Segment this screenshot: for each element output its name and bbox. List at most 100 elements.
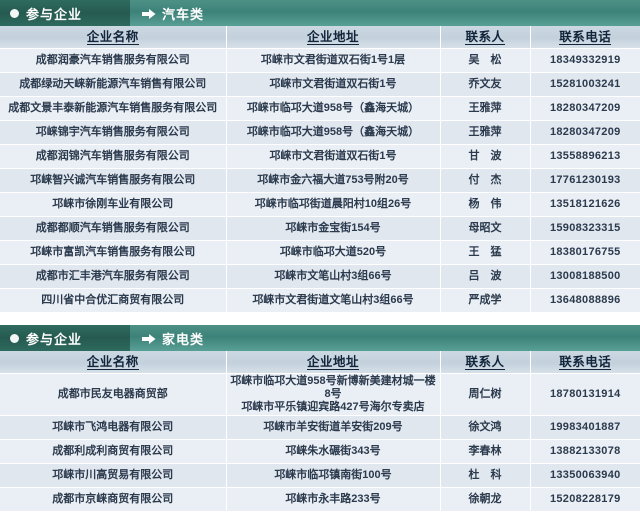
table-body-appliance: 成都市民友电器商贸部 邛崃市临邛大道958号新博新美建材城一楼8号 邛崃市平乐镇迎宾…: [0, 373, 640, 512]
cell-contact-phone: 15281003241: [530, 72, 640, 97]
cell-contact-phone: 13648088896: [530, 288, 640, 313]
table-row: 成都都顺汽车销售服务有限公司 邛崃市金宝街154号 母昭文 15908323315: [0, 216, 640, 241]
cell-company-address: 邛崃市金六福大道753号附20号: [226, 168, 441, 193]
cell-company-name: 邛崃市川高贸易有限公司: [0, 463, 227, 488]
table-row: 邛崃市飞鸿电器有限公司 邛崃市羊安街道羊安街209号 徐文鸿 19983401887: [0, 415, 640, 440]
header-text: 联系人: [465, 29, 505, 45]
cell-contact-person: 甘 波: [440, 144, 531, 169]
cell-company-name: 邛崃市富凯汽车销售服务有限公司: [0, 240, 227, 265]
table-row: 邛崃市徐刚车业有限公司 邛崃市临邛街道晨阳村10组26号杨 伟 1351812162…: [0, 192, 640, 217]
banner-left-label: 参与企业: [26, 331, 83, 347]
banner-left-label: 参与企业: [26, 6, 83, 22]
arrow-right-icon: [142, 7, 156, 19]
table-row: 成都文景丰泰新能源汽车销售服务有限公司 邛崃市临邛大道958号（鑫海天城） 王雅萍 1…: [0, 96, 640, 121]
cell-company-address: 邛崃市临邛大道958号（鑫海天城）: [226, 120, 441, 145]
cell-contact-person: 徐朝龙: [440, 487, 531, 512]
cell-company-address: 邛崃市临邛镇南街100号: [226, 463, 441, 488]
cell-company-address: 邛崃市临邛大道958号新博新美建材城一楼8号 邛崃市平乐镇迎宾路427号海尔专卖店: [226, 373, 441, 416]
cell-contact-person: 王 猛: [440, 240, 531, 265]
cell-contact-phone: 18349332919: [530, 48, 640, 73]
cell-contact-person: 杨 伟: [440, 192, 531, 217]
arrow-right-icon: [142, 332, 156, 344]
cell-company-name: 成都文景丰泰新能源汽车销售服务有限公司: [0, 96, 227, 121]
column-header-company-name: 企业名称: [0, 351, 227, 374]
cell-contact-phone: 18380176755: [530, 240, 640, 265]
cell-company-address: 邛崃市临邛大道520号: [226, 240, 441, 265]
table-row: 成都绿动天崃新能源汽车销售有限公司 邛崃市文君街道双石街1号 乔文友 15281003…: [0, 72, 640, 97]
cell-contact-phone: 15208228179: [530, 487, 640, 512]
column-header-company-address: 企业地址: [226, 351, 441, 374]
header-text: 联系电话: [559, 29, 612, 45]
cell-company-address: 邛崃市临邛街道晨阳村10组26号: [226, 192, 441, 217]
column-header-contact-person: 联系人: [440, 26, 531, 49]
cell-company-name: 成都市京崃商贸有限公司: [0, 487, 227, 512]
cell-company-address: 邛崃市文君街道双石街1号1层: [226, 48, 441, 73]
cell-company-name: 成都都顺汽车销售服务有限公司: [0, 216, 227, 241]
table-row: 邛崃市富凯汽车销售服务有限公司 邛崃市临邛大道520号王 猛 18380176755: [0, 240, 640, 265]
column-header-contact-phone: 联系电话: [530, 26, 640, 49]
cell-contact-phone: 18280347209: [530, 120, 640, 145]
cell-contact-phone: 13350063940: [530, 463, 640, 488]
header-text: 联系电话: [559, 354, 612, 370]
cell-company-name: 四川省中合优汇商贸有限公司: [0, 288, 227, 313]
cell-contact-person: 付 杰: [440, 168, 531, 193]
header-text: 企业地址: [306, 354, 359, 370]
banner-right-group: 汽车类: [130, 0, 640, 26]
table-row: 成都润锦汽车销售服务有限公司 邛崃市文君街道双石街1号甘 波 13558896213: [0, 144, 640, 169]
header-text: 企业地址: [306, 29, 359, 45]
cell-contact-phone: 13558896213: [530, 144, 640, 169]
cell-company-name: 邛崃锦宇汽车销售服务有限公司: [0, 120, 227, 145]
cell-contact-person: 吕 波: [440, 264, 531, 289]
header-text: 联系人: [465, 354, 505, 370]
cell-company-name: 成都润豪汽车销售服务有限公司: [0, 48, 227, 73]
bullet-dot-icon: [10, 333, 19, 343]
cell-contact-phone: 17761230193: [530, 168, 640, 193]
header-text: 企业名称: [86, 354, 139, 370]
table-row: 四川省中合优汇商贸有限公司 邛崃市文君街道文笔山村3组66号 严成学 13648088…: [0, 288, 640, 313]
bullet-dot-icon: [10, 8, 19, 18]
table-row: 邛崃锦宇汽车销售服务有限公司 邛崃市临邛大道958号（鑫海天城） 王雅萍 182803…: [0, 120, 640, 145]
header-text: 企业名称: [86, 29, 139, 45]
section-banner-automotive: 参与企业 汽车类: [0, 0, 640, 26]
cell-contact-phone: 13008188500: [530, 264, 640, 289]
cell-company-address: 邛崃市羊安街道羊安街209号: [226, 415, 441, 440]
banner-left-group: 参与企业: [0, 0, 130, 26]
cell-company-name: 成都市汇丰港汽车服务有限公司: [0, 264, 227, 289]
table-row: 邛崃市川高贸易有限公司 邛崃市临邛镇南街100号杜 科 13350063940: [0, 463, 640, 488]
cell-contact-person: 严成学: [440, 288, 531, 313]
banner-category-label: 家电类: [162, 331, 205, 347]
cell-company-address: 邛崃市文君街道双石街1号: [226, 72, 441, 97]
table-row: 成都市京崃商贸有限公司 邛崃市永丰路233号 徐朝龙 15208228179: [0, 487, 640, 512]
cell-company-address: 邛崃市文君街道文笔山村3组66号: [226, 288, 441, 313]
cell-contact-phone: 13518121626: [530, 192, 640, 217]
cell-contact-person: 母昭文: [440, 216, 531, 241]
cell-company-name: 成都绿动天崃新能源汽车销售有限公司: [0, 72, 227, 97]
cell-contact-person: 李春林: [440, 439, 531, 464]
cell-contact-person: 王雅萍: [440, 120, 531, 145]
cell-contact-phone: 15908323315: [530, 216, 640, 241]
cell-contact-person: 杜 科: [440, 463, 531, 488]
cell-company-address: 邛崃市永丰路233号: [226, 487, 441, 512]
cell-contact-person: 吴 松: [440, 48, 531, 73]
cell-company-name: 成都润锦汽车销售服务有限公司: [0, 144, 227, 169]
banner-left-group: 参与企业: [0, 325, 130, 351]
cell-company-address: 邛崃市文君街道双石街1号: [226, 144, 441, 169]
cell-company-name: 邛崃智兴诚汽车销售服务有限公司: [0, 168, 227, 193]
table-row: 邛崃智兴诚汽车销售服务有限公司 邛崃市金六福大道753号附20号付 杰 177612…: [0, 168, 640, 193]
table-appliance: 企业名称 企业地址 联系人 联系电话 成都市民友电器商贸部 邛崃市临邛大道958号…: [0, 351, 640, 512]
cell-company-name: 邛崃市飞鸿电器有限公司: [0, 415, 227, 440]
cell-contact-phone: 19983401887: [530, 415, 640, 440]
cell-company-address: 邛崃市文笔山村3组66号: [226, 264, 441, 289]
section-divider: [0, 313, 640, 325]
column-header-company-name: 企业名称: [0, 26, 227, 49]
cell-company-name: 成都市民友电器商贸部: [0, 373, 227, 416]
cell-contact-phone: 18780131914: [530, 373, 640, 416]
cell-contact-person: 周仁树: [440, 373, 531, 416]
cell-contact-person: 王雅萍: [440, 96, 531, 121]
column-header-contact-phone: 联系电话: [530, 351, 640, 374]
table-automotive: 企业名称 企业地址 联系人 联系电话 成都润豪汽车销售服务有限公司 邛崃市文君街道…: [0, 26, 640, 313]
column-header-contact-person: 联系人: [440, 351, 531, 374]
banner-category-label: 汽车类: [162, 6, 205, 22]
table-row: 成都利成利商贸有限公司 邛崃朱水碾街343号 李春林 13882133078: [0, 439, 640, 464]
